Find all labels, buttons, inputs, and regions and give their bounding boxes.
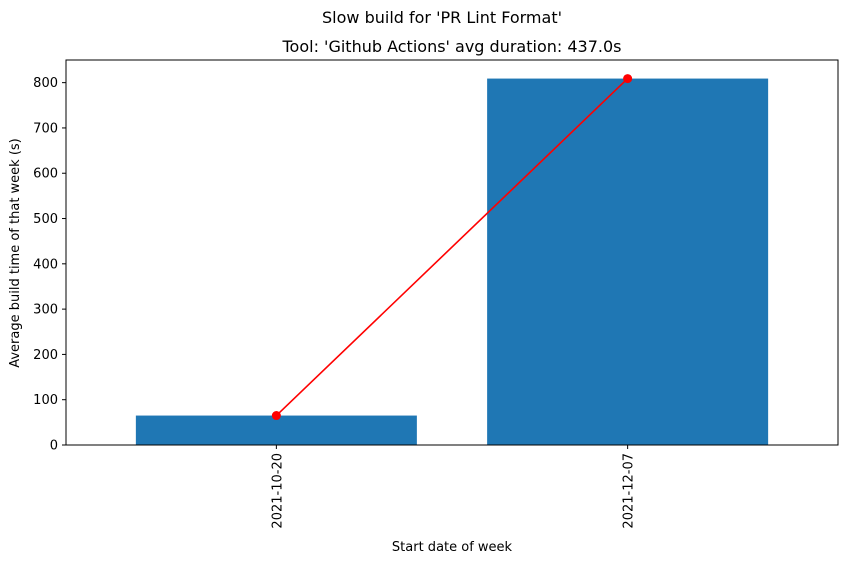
- x-tick-label: 2021-12-07: [622, 453, 637, 529]
- y-tick-label: 300: [33, 303, 58, 318]
- x-tick-label: 2021-10-20: [270, 453, 285, 529]
- chart-title: Tool: 'Github Actions' avg duration: 437…: [282, 37, 622, 56]
- x-axis: 2021-10-20 2021-12-07: [270, 445, 637, 529]
- line-series: [275, 77, 629, 417]
- chart-suptitle: Slow build for 'PR Lint Format': [322, 8, 562, 27]
- bar-2021-12-07: [487, 78, 769, 445]
- y-tick-label: 700: [33, 121, 58, 136]
- y-tick-label: 500: [33, 212, 58, 227]
- y-tick-label: 200: [33, 348, 58, 363]
- y-tick-label: 600: [33, 167, 58, 182]
- y-tick-label: 0: [50, 439, 58, 454]
- plot-frame: [65, 59, 839, 446]
- line-point-2021-12-07: [623, 74, 633, 84]
- y-axis: 0 100 200 300 400 500 600 700 800: [33, 76, 66, 454]
- x-axis-label: Start date of week: [392, 540, 513, 555]
- line-point-2021-10-20: [271, 411, 281, 421]
- y-tick-label: 100: [33, 393, 58, 408]
- y-tick-label: 800: [33, 76, 58, 91]
- bar-2021-10-20: [135, 415, 417, 445]
- bars: [135, 78, 769, 445]
- y-axis-label: Average build time of that week (s): [8, 138, 23, 368]
- trend-line: [271, 74, 633, 421]
- y-tick-label: 400: [33, 257, 58, 272]
